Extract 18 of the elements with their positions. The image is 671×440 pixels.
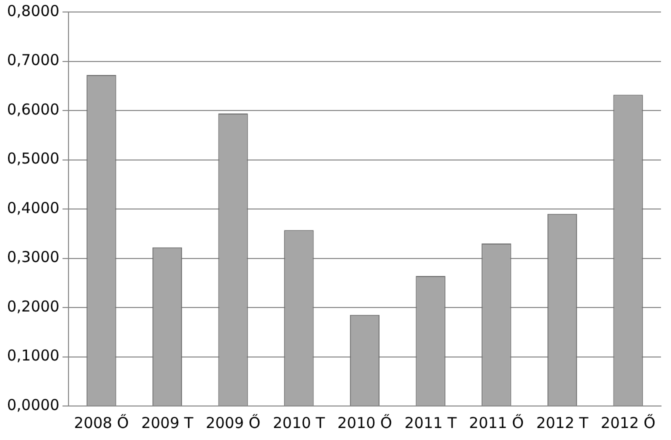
y-tick-label: 0,7000 [6,51,60,70]
y-tick-label: 0,6000 [6,100,60,118]
x-tick-label: 2008 Ő [74,414,129,432]
y-tick-label: 0,5000 [6,150,60,168]
x-tick-label: 2012 T [536,414,590,432]
x-tick-label: 2010 Ő [337,414,392,432]
y-tick-label: 0,1000 [6,346,60,365]
x-tick-label: 2009 T [141,414,194,432]
x-tick-label: 2011 T [404,414,458,432]
y-tick-label: 0,3000 [6,248,60,266]
y-tick-label: 0,8000 [6,2,60,20]
y-tick-label: 0,4000 [6,198,60,217]
y-tick-label: 0,2000 [6,297,60,316]
x-tick-label: 2010 T [272,414,326,432]
y-tick-label: 0,0000 [6,396,60,414]
x-tick-label: 2011 Ő [469,414,524,432]
x-tick-label: 2012 Ő [600,414,656,432]
x-tick-label: 2009 Ő [206,414,260,432]
